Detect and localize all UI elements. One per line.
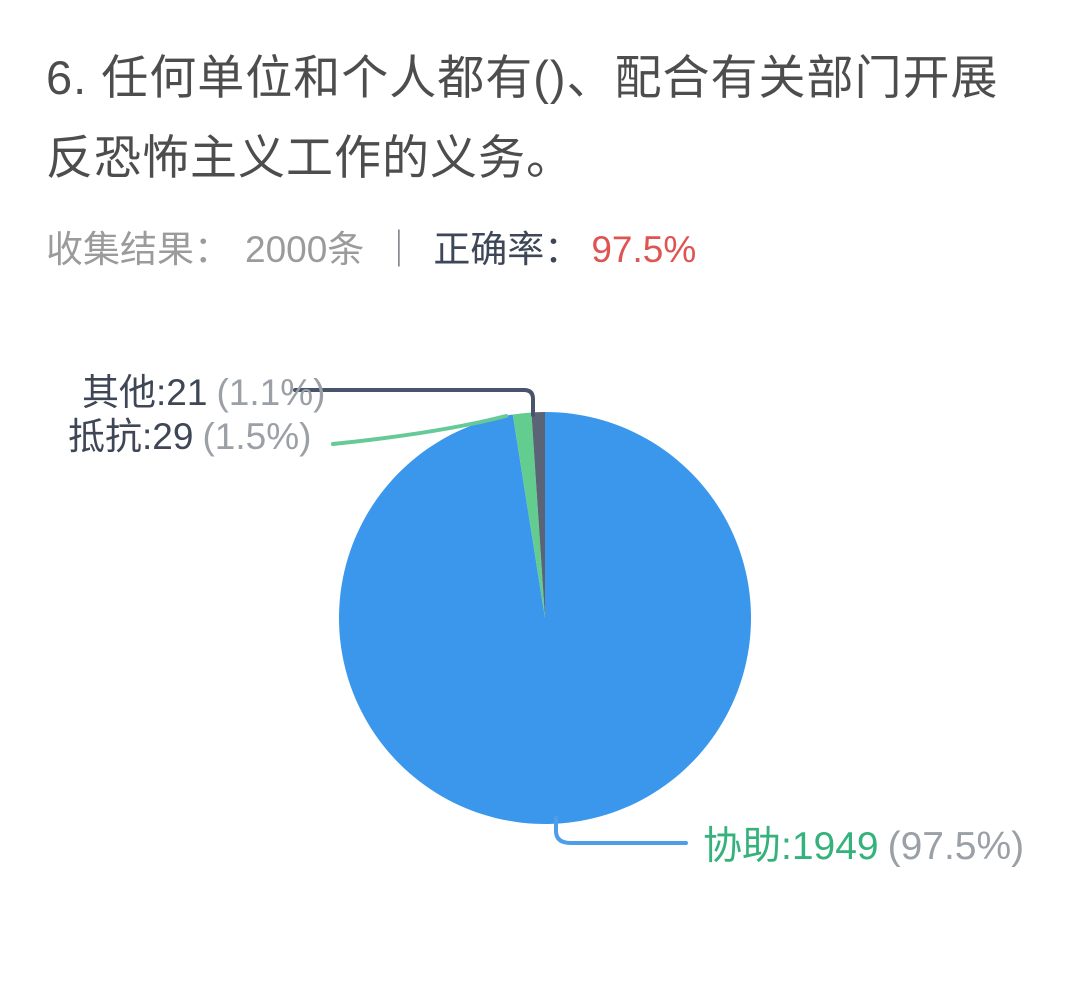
collected-value: 2000条 bbox=[245, 229, 365, 270]
stats-row: 收集结果： 2000条 ｜ 正确率： 97.5% bbox=[46, 228, 696, 272]
pie-label-resist-percent: (1.5%) bbox=[202, 416, 312, 457]
question-title-line2: 反恐怖主义工作的义务。 bbox=[46, 131, 574, 184]
leader-line-resist bbox=[331, 414, 508, 446]
collected-label: 收集结果： bbox=[46, 229, 231, 270]
pie-label-assist-percent: (97.5%) bbox=[887, 825, 1025, 868]
accuracy-label: 正确率： bbox=[433, 229, 582, 270]
question-title: 6. 任何单位和个人都有()、配合有关部门开展 反恐怖主义工作的义务。 bbox=[46, 38, 1046, 198]
pie-slices-group bbox=[339, 412, 752, 824]
pie-label-resist: 抵抗:29 (1.5%) bbox=[68, 415, 311, 459]
leader-line-other bbox=[293, 388, 535, 417]
pie-label-assist-text: 协助:1949 bbox=[703, 825, 879, 868]
question-title-line1: 6. 任何单位和个人都有()、配合有关部门开展 bbox=[46, 51, 999, 104]
pie-label-other-text: 其他:21 bbox=[82, 372, 208, 413]
pie-label-assist: 协助:1949 (97.5%) bbox=[703, 825, 1024, 869]
pie-label-resist-text: 抵抗:29 bbox=[68, 416, 194, 457]
stats-separator: ｜ bbox=[380, 229, 418, 270]
pie-slice-resist[interactable] bbox=[512, 412, 545, 618]
pie-label-other: 其他:21 (1.1%) bbox=[82, 371, 325, 415]
pie-slice-assist[interactable] bbox=[339, 412, 752, 824]
accuracy-value: 97.5% bbox=[591, 229, 697, 270]
pie-slice-other[interactable] bbox=[531, 412, 545, 618]
pie-label-other-percent: (1.1%) bbox=[216, 372, 326, 413]
leader-line-assist bbox=[554, 816, 688, 845]
